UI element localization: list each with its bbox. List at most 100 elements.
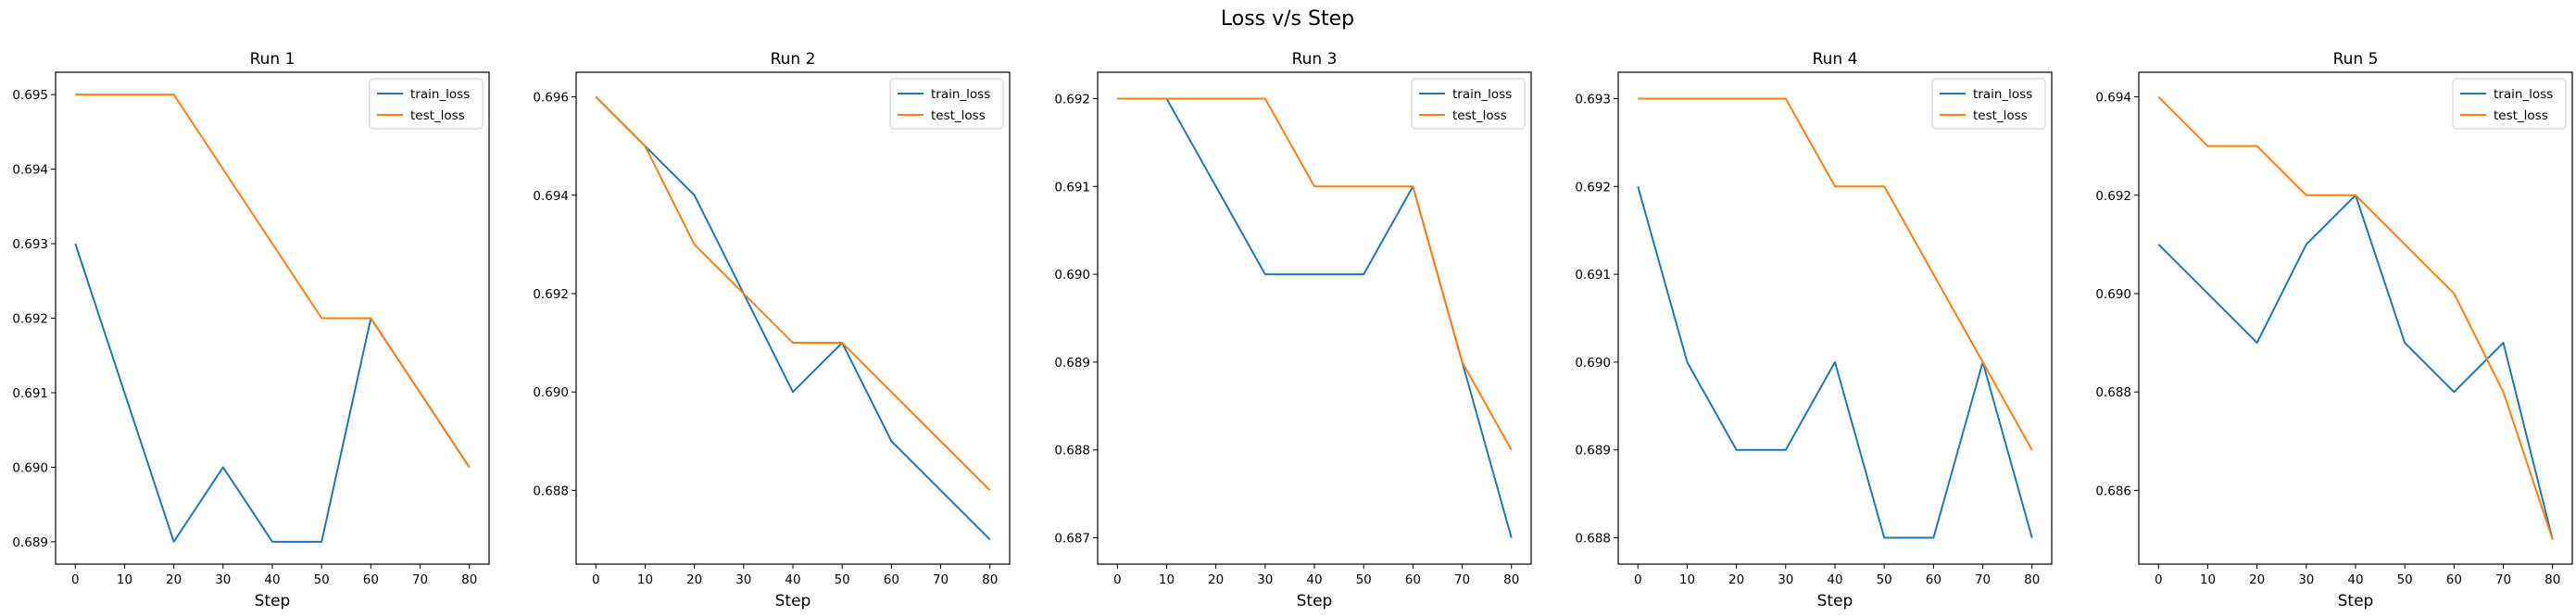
y-tick-label: 0.694	[2095, 91, 2131, 106]
y-tick-label: 0.689	[1054, 356, 1090, 371]
x-tick-label: 70	[933, 572, 949, 587]
x-tick-label: 20	[686, 572, 702, 587]
x-tick-label: 0	[1113, 572, 1122, 587]
x-tick-label: 50	[1877, 572, 1892, 587]
x-tick-label: 10	[117, 572, 132, 587]
y-tick-label: 0.688	[1575, 532, 1611, 547]
y-tick-label: 0.686	[2095, 484, 2131, 498]
x-axis-label: Step	[775, 592, 811, 610]
y-tick-label: 0.691	[12, 386, 48, 401]
x-tick-label: 10	[2200, 572, 2216, 587]
y-tick-label: 0.691	[1575, 268, 1611, 283]
x-tick-label: 80	[982, 572, 998, 587]
legend-label: test_loss	[1452, 108, 1507, 123]
x-tick-label: 30	[2298, 572, 2314, 587]
y-tick-label: 0.690	[533, 385, 569, 400]
x-tick-label: 50	[1356, 572, 1372, 587]
subplot-run-5: Run 5 0 10 20 30 40 50 60 70 80 0.686 0.688 0.690 0.6…	[2095, 50, 2573, 610]
legend-box	[1931, 78, 2046, 130]
x-tick-label: 30	[215, 572, 231, 587]
x-tick-label: 50	[835, 572, 850, 587]
y-tick-label: 0.694	[533, 189, 569, 204]
y-tick-label: 0.689	[1575, 444, 1611, 459]
legend-label: test_loss	[931, 108, 986, 123]
legend-box	[369, 78, 484, 130]
series-line-train-loss	[1637, 185, 2033, 539]
subplot-run-2: Run 2 0 10 20 30 40 50 60 70 80 0.688 0.690 0.692 0.6…	[533, 50, 1011, 610]
series-line-test-loss	[1638, 97, 2033, 451]
x-tick-label: 60	[363, 572, 379, 587]
subplot-title: Run 3	[1292, 50, 1338, 69]
x-axis-label: Step	[1297, 592, 1333, 610]
legend: train_loss test_loss	[369, 78, 484, 130]
y-tick-label: 0.692	[1575, 180, 1611, 195]
legend-label: train_loss	[931, 87, 990, 102]
x-tick-label: 50	[314, 572, 330, 587]
x-tick-label: 0	[71, 572, 80, 587]
subplot-title: Run 4	[1813, 50, 1858, 69]
x-tick-label: 40	[264, 572, 280, 587]
x-axis-label: Step	[1817, 592, 1853, 610]
x-tick-label: 0	[1634, 572, 1642, 587]
x-tick-label: 20	[166, 572, 182, 587]
y-tick-label: 0.692	[533, 287, 569, 302]
legend: train_loss test_loss	[1411, 78, 1526, 130]
x-tick-label: 80	[2024, 572, 2040, 587]
subplot-run-3: Run 3 0 10 20 30 40 50 60 70 80 0.687 0.688 0.689 0.6…	[1054, 50, 1532, 610]
legend-label: train_loss	[1452, 87, 1512, 102]
x-tick-label: 30	[1778, 572, 1793, 587]
x-tick-label: 70	[2495, 572, 2511, 587]
x-axis-label: Step	[255, 592, 291, 610]
subplot-run-4: Run 4 0 10 20 30 40 50 60 70 80 0.688 0.689 0.690 0.6…	[1575, 50, 2053, 610]
legend-box	[2452, 78, 2567, 130]
y-tick-label: 0.690	[2095, 287, 2131, 302]
x-tick-label: 80	[1503, 572, 1519, 587]
x-tick-label: 60	[2446, 572, 2462, 587]
subplot-run-1: Run 1 0 10 20 30 40 50 60 70 80 0.689 0.690 0.691 0.6…	[12, 50, 490, 610]
legend-label: test_loss	[2494, 108, 2548, 123]
x-tick-label: 30	[1257, 572, 1273, 587]
y-tick-label: 0.695	[12, 88, 48, 103]
x-tick-label: 0	[2155, 572, 2163, 587]
legend: train_loss test_loss	[2452, 78, 2567, 130]
x-tick-label: 80	[2545, 572, 2560, 587]
subplot-title: Run 1	[250, 50, 295, 69]
x-tick-label: 40	[2347, 572, 2363, 587]
series-line-test-loss	[75, 94, 471, 468]
x-tick-label: 70	[412, 572, 428, 587]
series-line-train-loss	[595, 95, 991, 541]
y-tick-label: 0.688	[1054, 444, 1090, 459]
x-tick-label: 10	[1159, 572, 1175, 587]
legend: train_loss test_loss	[1931, 78, 2046, 130]
x-tick-label: 40	[1827, 572, 1842, 587]
series-line-test-loss	[2157, 95, 2554, 540]
x-tick-label: 0	[592, 572, 600, 587]
x-tick-label: 30	[735, 572, 751, 587]
x-tick-label: 60	[1405, 572, 1421, 587]
x-axis-label: Step	[2338, 592, 2374, 610]
y-tick-label: 0.693	[1575, 92, 1611, 107]
legend-label: train_loss	[2494, 87, 2553, 102]
y-tick-label: 0.690	[1054, 268, 1090, 283]
y-tick-label: 0.694	[12, 163, 48, 178]
x-tick-label: 70	[1454, 572, 1470, 587]
y-tick-label: 0.689	[12, 535, 48, 550]
x-tick-label: 10	[637, 572, 653, 587]
y-tick-label: 0.688	[2095, 385, 2131, 400]
x-tick-label: 60	[1926, 572, 1941, 587]
x-tick-label: 20	[1728, 572, 1744, 587]
x-tick-label: 70	[1975, 572, 1991, 587]
legend-box	[889, 78, 1004, 130]
x-tick-label: 80	[461, 572, 477, 587]
subplot-title: Run 2	[771, 50, 816, 69]
legend: train_loss test_loss	[889, 78, 1004, 130]
y-tick-label: 0.692	[1054, 92, 1090, 107]
y-tick-label: 0.692	[2095, 189, 2131, 204]
y-tick-label: 0.690	[1575, 356, 1611, 371]
y-tick-label: 0.691	[1054, 180, 1090, 195]
legend-box	[1411, 78, 1526, 130]
y-tick-label: 0.688	[533, 484, 569, 498]
subplot-title: Run 5	[2333, 50, 2379, 69]
x-tick-label: 40	[1306, 572, 1322, 587]
